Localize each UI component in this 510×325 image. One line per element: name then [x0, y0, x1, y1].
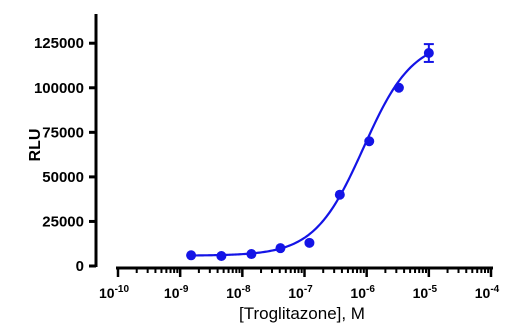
x-tick-label: 10-8 — [226, 284, 251, 301]
x-tick-label: 10-10 — [99, 284, 129, 301]
data-point — [275, 243, 286, 254]
data-point — [186, 250, 197, 261]
data-point — [364, 136, 375, 147]
x-axis: 10-10 10-9 10-8 10-7 10-6 10-5 10-4 — [99, 266, 500, 301]
x-axis-label: [Troglitazone], M — [239, 304, 365, 323]
data-point — [423, 48, 434, 59]
data-point — [246, 249, 257, 260]
y-tick-label: 25000 — [42, 213, 84, 230]
y-axis: 0 25000 50000 75000 100000 125000 — [34, 14, 98, 275]
y-axis-label: RLU — [27, 129, 44, 162]
data-point — [393, 82, 404, 93]
y-tick-label: 0 — [76, 258, 84, 275]
y-tick-label: 100000 — [34, 80, 84, 97]
x-tick-label: 10-5 — [413, 284, 438, 301]
x-tick-label: 10-7 — [288, 284, 313, 301]
x-tick-label: 10-6 — [350, 284, 375, 301]
data-points — [186, 43, 434, 262]
data-point — [304, 237, 315, 248]
x-tick-label: 10-4 — [475, 284, 500, 301]
y-tick-label: 75000 — [42, 124, 84, 141]
data-point — [334, 189, 345, 200]
y-tick-label: 125000 — [34, 35, 84, 52]
fit-curves — [191, 52, 430, 257]
fit-curve — [191, 52, 430, 257]
data-point — [216, 251, 227, 262]
x-tick-label: 10-9 — [164, 284, 189, 301]
y-tick-label: 50000 — [42, 169, 84, 186]
